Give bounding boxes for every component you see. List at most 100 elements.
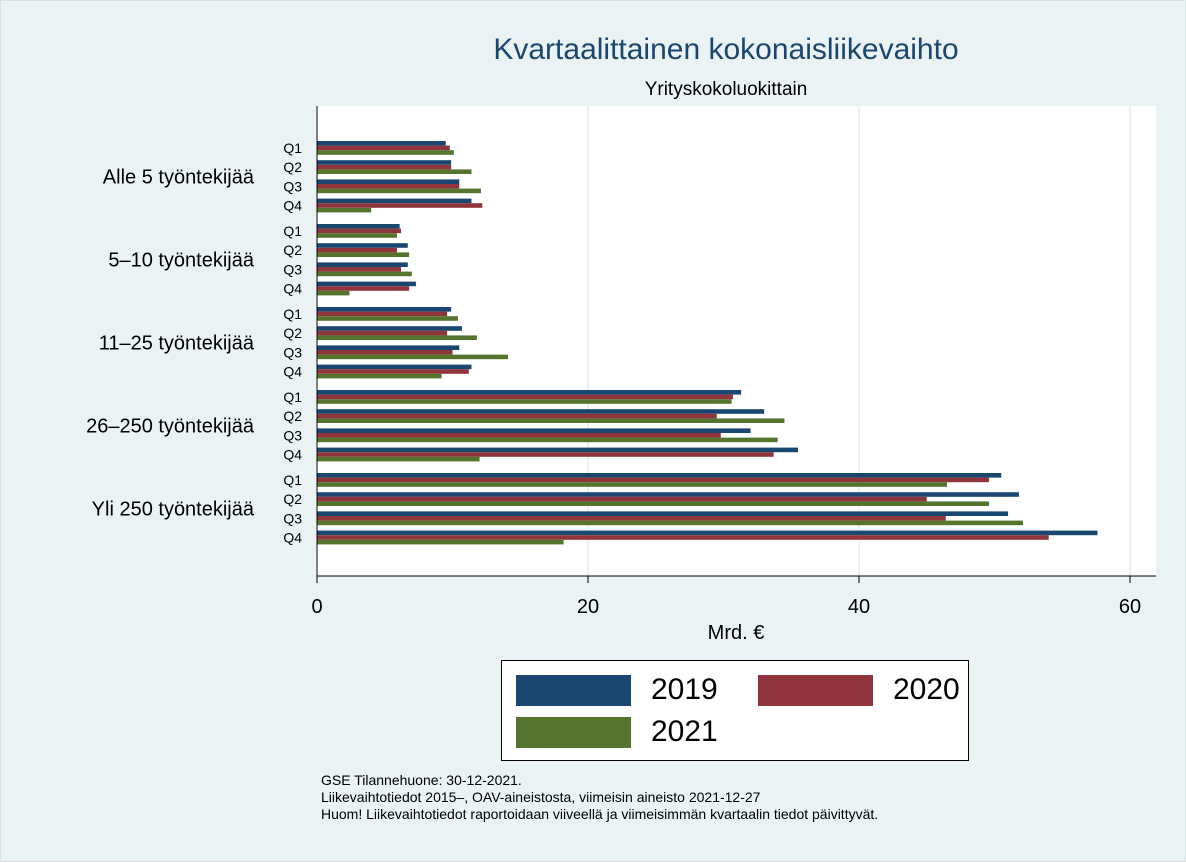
bar [317, 169, 472, 174]
x-tick-label: 60 [1119, 596, 1141, 618]
bar [317, 433, 721, 438]
bar [317, 198, 472, 204]
bar [317, 390, 742, 395]
bar [317, 364, 472, 370]
legend-swatch-2019 [516, 674, 631, 706]
bar [317, 511, 1009, 516]
quarter-label: Q3 [283, 178, 302, 194]
bar [317, 350, 453, 355]
group-label: 26–250 työntekijää [86, 416, 255, 438]
bar [317, 477, 990, 483]
quarter-label: Q1 [283, 389, 302, 405]
bar [317, 539, 564, 545]
quarter-label: Q4 [283, 364, 302, 380]
bar [317, 184, 460, 189]
quarter-label: Q1 [283, 140, 302, 156]
bar [317, 316, 458, 321]
bar [317, 262, 408, 267]
legend-swatch-2020 [758, 674, 873, 706]
quarter-label: Q2 [283, 408, 302, 424]
bar [317, 145, 450, 151]
bar [317, 354, 509, 360]
bar [317, 452, 774, 457]
bar [317, 369, 469, 374]
quarter-label: Q4 [283, 530, 302, 546]
group-label: 11–25 työntekijää [99, 333, 255, 355]
bar [317, 286, 410, 291]
bar [317, 207, 372, 213]
bar [317, 345, 460, 350]
quarter-label: Q3 [283, 510, 302, 526]
legend-item-2021: 2021 [516, 715, 718, 749]
bar [317, 252, 410, 257]
quarter-label: Q1 [283, 306, 302, 322]
bar [317, 428, 751, 433]
bar [317, 409, 765, 414]
bar [317, 330, 448, 336]
bar [317, 530, 1098, 536]
bar [317, 335, 477, 340]
chart-title: Kvartaalittainen kokonaisliikevaihto [493, 33, 959, 66]
bar [317, 179, 460, 184]
quarter-label: Q2 [283, 325, 302, 341]
bar [317, 307, 452, 312]
quarter-label: Q1 [283, 223, 302, 239]
note-line: GSE Tilannehuone: 30-12-2021. [321, 772, 522, 788]
bar [317, 501, 990, 506]
bar [317, 281, 416, 287]
source-notes: GSE Tilannehuone: 30-12-2021. Liikevaiht… [321, 772, 878, 823]
group-label: 5–10 työntekijää [108, 250, 255, 272]
bar [317, 188, 481, 194]
group-label: Alle 5 työntekijää [103, 167, 255, 189]
legend-label-2020: 2020 [893, 673, 960, 706]
bar [317, 516, 946, 521]
legend-item-2019: 2019 [516, 673, 718, 707]
quarter-label: Q4 [283, 281, 302, 297]
legend-item-2020: 2020 [758, 673, 960, 707]
legend-label-2021: 2021 [651, 715, 718, 748]
bar [317, 243, 408, 248]
bar [317, 473, 1002, 478]
x-tick-label: 20 [577, 596, 599, 618]
note-line: Liikevaihtotiedot 2015–, OAV-aineistosta… [321, 789, 761, 805]
bar [317, 150, 454, 155]
bar [317, 447, 799, 453]
bar [317, 311, 448, 317]
bar [317, 267, 402, 272]
quarter-label: Q2 [283, 491, 302, 507]
note-line: Huom! Liikevaihtotiedot raportoidaan vii… [321, 806, 879, 822]
quarter-label: Q3 [283, 427, 302, 443]
legend: 2019 2020 2021 [501, 660, 969, 761]
legend-label-2019: 2019 [651, 673, 718, 706]
bar [317, 496, 927, 502]
bar [317, 326, 462, 331]
legend-swatch-2021 [516, 716, 631, 748]
bar [317, 492, 1019, 497]
quarter-label: Q1 [283, 472, 302, 488]
quarter-label: Q3 [283, 261, 302, 277]
bar [317, 290, 350, 296]
bar [317, 233, 397, 238]
group-label: Yli 250 työntekijää [92, 499, 255, 521]
bar [317, 437, 778, 443]
bar [317, 482, 948, 487]
bar [317, 224, 400, 229]
chart-subtitle: Yrityskokoluokittain [644, 79, 808, 100]
x-tick-label: 40 [848, 596, 870, 618]
bar [317, 399, 732, 404]
bar [317, 271, 412, 277]
quarter-label: Q4 [283, 198, 302, 214]
bar [317, 141, 446, 146]
x-tick-label: 0 [311, 596, 322, 618]
bar [317, 247, 397, 253]
bar [317, 418, 785, 423]
bar [317, 228, 402, 234]
bar [317, 203, 483, 208]
quarter-label: Q4 [283, 447, 302, 463]
bar [317, 535, 1049, 540]
x-axis-label: Mrd. € [708, 622, 765, 644]
bar [317, 160, 452, 165]
bar [317, 520, 1023, 526]
bar [317, 413, 717, 419]
